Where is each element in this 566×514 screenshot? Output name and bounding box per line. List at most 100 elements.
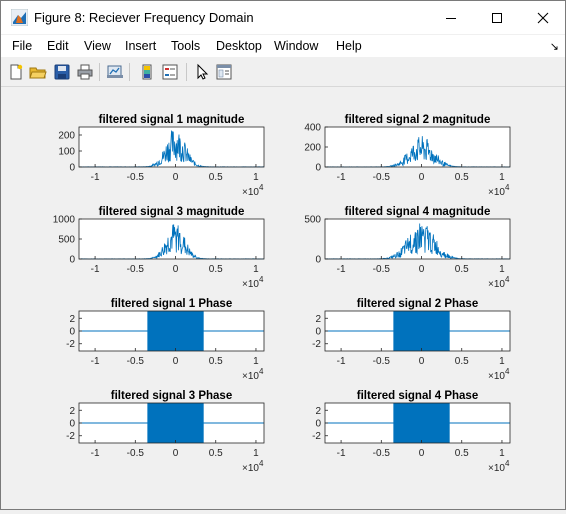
subplot-2: filtered signal 2 magnitude -1 -0.5 0 0.5 1 0 2… (304, 114, 511, 198)
x-exponent-label: ×104 (488, 367, 510, 382)
menu-window[interactable]: Window (274, 39, 319, 53)
y-tick-label: -2 (66, 339, 75, 350)
y-tick-label: 0 (69, 419, 75, 430)
x-tick-label: 1 (499, 448, 505, 459)
x-tick-label: 0.5 (455, 264, 469, 275)
toolbar-separator (99, 63, 100, 81)
x-exponent-base: ×10 (242, 187, 259, 198)
x-exponent-label: ×104 (488, 275, 510, 290)
x-exponent-power: 4 (505, 275, 510, 284)
subplot-6: filtered signal 2 Phase-1 -0.5 0 0.5 120-2×1… (312, 298, 511, 382)
print-icon[interactable] (76, 63, 94, 81)
minimize-button[interactable] (428, 1, 474, 34)
y-tick-label: 100 (58, 147, 75, 158)
new-figure-icon[interactable] (7, 63, 25, 81)
x-tick-label: -1 (337, 448, 346, 459)
property-inspector-icon[interactable] (215, 63, 233, 81)
phase-band (147, 311, 204, 351)
toolbar-separator (186, 63, 187, 81)
x-tick-label: 0.5 (455, 172, 469, 183)
x-tick-label: 1 (499, 356, 505, 367)
y-tick-label: 2 (315, 406, 321, 417)
x-tick-label: 1 (499, 172, 505, 183)
x-tick-label: -1 (337, 264, 346, 275)
y-tick-label: 2 (69, 314, 75, 325)
subplot-4: filtered signal 4 magnitude -1 -0.5 0 0.5 1 0 5… (304, 206, 511, 290)
x-tick-label: -0.5 (373, 448, 391, 459)
x-exponent-base: ×10 (488, 279, 505, 290)
edit-plot-icon[interactable] (193, 63, 211, 81)
y-tick-label: 2 (69, 406, 75, 417)
y-tick-label: 0 (315, 419, 321, 430)
y-tick-label: 500 (304, 215, 321, 226)
toolbar-separator (129, 63, 130, 81)
insert-colorbar-icon[interactable] (138, 63, 156, 81)
x-tick-label: 1 (253, 264, 259, 275)
subplot-title: filtered signal 3 magnitude (99, 206, 245, 218)
x-tick-label: -1 (91, 172, 100, 183)
subplot-title: filtered signal 4 magnitude (345, 206, 491, 218)
menu-view[interactable]: View (84, 39, 111, 53)
save-icon[interactable] (53, 63, 71, 81)
x-tick-label: 0 (419, 356, 425, 367)
link-plot-icon[interactable] (106, 63, 124, 81)
menu-file[interactable]: File (12, 39, 33, 53)
dock-arrow-icon[interactable]: ↘ (549, 41, 559, 53)
x-tick-label: 0.5 (455, 356, 469, 367)
menu-edit[interactable]: Edit (47, 39, 69, 53)
x-tick-label: 0 (173, 172, 179, 183)
window-title: Figure 8: Reciever Frequency Domain (34, 10, 254, 25)
insert-legend-icon[interactable] (161, 63, 179, 81)
x-tick-label: 0.5 (209, 356, 223, 367)
x-exponent-power: 4 (505, 183, 510, 192)
y-tick-label: -2 (66, 431, 75, 442)
x-exponent-power: 4 (259, 459, 264, 468)
y-tick-label: 0 (315, 255, 321, 266)
x-tick-label: -1 (337, 356, 346, 367)
menu-desktop[interactable]: Desktop (216, 39, 262, 53)
y-tick-label: -2 (312, 339, 321, 350)
y-tick-label: 500 (58, 235, 75, 246)
x-exponent-power: 4 (259, 367, 264, 376)
x-tick-label: 0.5 (209, 172, 223, 183)
x-tick-label: 1 (253, 172, 259, 183)
maximize-icon (492, 12, 502, 23)
x-exponent-base: ×10 (242, 463, 259, 474)
open-file-icon[interactable] (29, 63, 47, 81)
y-tick-label: 200 (304, 143, 321, 154)
subplot-7: filtered signal 3 Phase-1 -0.5 0 0.5 120-2×1… (66, 390, 265, 474)
title-bar[interactable]: Figure 8: Reciever Frequency Domain (1, 1, 565, 34)
x-tick-label: 1 (253, 448, 259, 459)
subplot-title: filtered signal 1 Phase (111, 298, 232, 310)
y-tick-label: 0 (315, 163, 321, 174)
x-exponent-label: ×104 (242, 459, 264, 474)
menu-help[interactable]: Help (336, 39, 362, 53)
x-exponent-label: ×104 (488, 183, 510, 198)
x-tick-label: 0 (173, 448, 179, 459)
subplot-title: filtered signal 1 magnitude (99, 114, 245, 126)
figure-area: filtered signal 1 magnitude -1 -0.5 0 0.5 1 0 1… (1, 87, 565, 509)
figure-toolbar (1, 58, 565, 87)
x-tick-label: 0.5 (455, 448, 469, 459)
x-exponent-power: 4 (505, 367, 510, 376)
x-exponent-base: ×10 (488, 371, 505, 382)
maximize-button[interactable] (474, 1, 520, 34)
close-button[interactable] (520, 1, 566, 34)
menu-tools[interactable]: Tools (171, 39, 201, 53)
x-tick-label: 1 (253, 356, 259, 367)
x-exponent-base: ×10 (242, 279, 259, 290)
x-tick-label: 0.5 (209, 264, 223, 275)
x-tick-label: -0.5 (373, 172, 391, 183)
y-tick-label: 2 (315, 314, 321, 325)
x-tick-label: -0.5 (127, 356, 145, 367)
menu-bar: File Edit View Insert Tools Desktop Wind… (1, 35, 565, 57)
phase-band (393, 311, 450, 351)
y-tick-label: 0 (69, 327, 75, 338)
menu-insert[interactable]: Insert (125, 39, 157, 53)
phase-band (393, 403, 450, 443)
y-tick-label: -2 (312, 431, 321, 442)
x-exponent-label: ×104 (242, 367, 264, 382)
x-tick-label: 0 (173, 264, 179, 275)
x-tick-label: -0.5 (127, 448, 145, 459)
